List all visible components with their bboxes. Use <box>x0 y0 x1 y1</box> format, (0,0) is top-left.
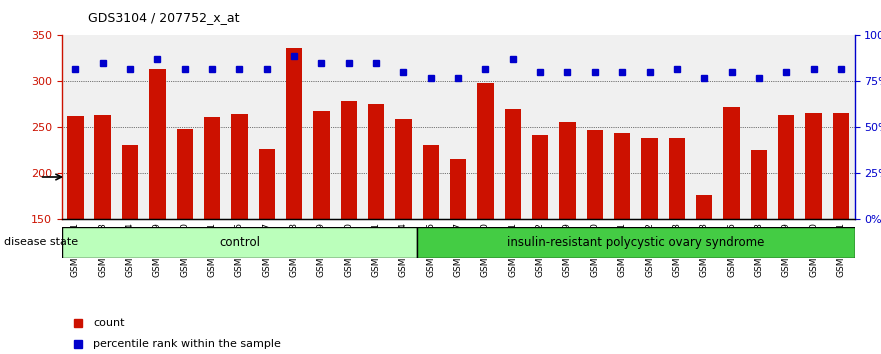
Bar <box>314 111 329 354</box>
Text: disease state: disease state <box>4 238 78 247</box>
Text: control: control <box>218 236 260 249</box>
Bar <box>176 129 193 354</box>
Bar <box>559 122 575 354</box>
Bar <box>833 113 849 354</box>
FancyBboxPatch shape <box>62 227 417 258</box>
Bar <box>204 117 220 354</box>
Bar <box>778 115 795 354</box>
Bar <box>751 149 767 354</box>
Bar <box>94 115 111 354</box>
Bar <box>285 48 302 354</box>
Text: percentile rank within the sample: percentile rank within the sample <box>93 339 281 349</box>
Bar <box>478 83 493 354</box>
Bar <box>532 135 548 354</box>
Bar <box>396 119 411 354</box>
Text: count: count <box>93 318 125 328</box>
Bar <box>341 101 357 354</box>
Bar <box>587 130 603 354</box>
Bar <box>723 107 740 354</box>
Bar <box>149 69 166 354</box>
Bar <box>368 103 384 354</box>
Bar <box>450 159 466 354</box>
Bar <box>669 138 685 354</box>
Bar <box>614 133 631 354</box>
Bar <box>258 149 275 354</box>
Text: GDS3104 / 207752_x_at: GDS3104 / 207752_x_at <box>88 11 240 24</box>
Bar <box>231 114 248 354</box>
Bar <box>805 113 822 354</box>
Text: insulin-resistant polycystic ovary syndrome: insulin-resistant polycystic ovary syndr… <box>507 236 765 249</box>
Bar <box>67 116 84 354</box>
Bar <box>505 109 521 354</box>
FancyBboxPatch shape <box>417 227 855 258</box>
Bar <box>122 145 138 354</box>
Bar <box>696 195 713 354</box>
Bar <box>423 145 439 354</box>
Bar <box>641 138 658 354</box>
